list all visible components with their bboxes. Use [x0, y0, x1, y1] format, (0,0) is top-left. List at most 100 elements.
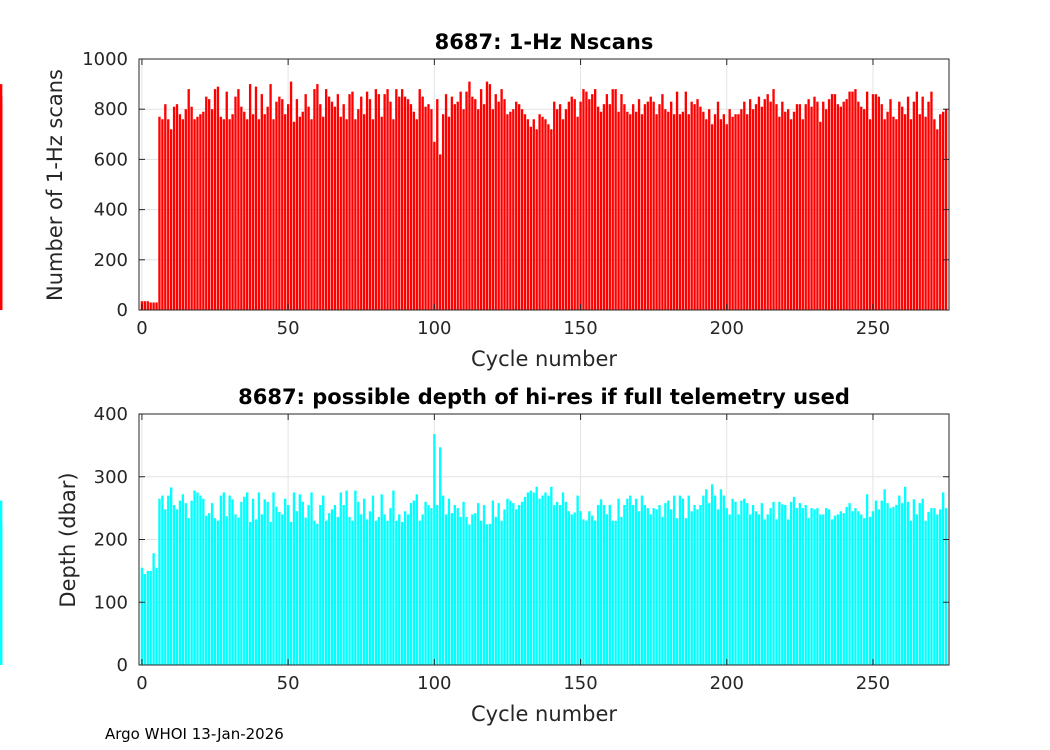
nscans-bar [801, 119, 804, 311]
depth-xtick-label: 200 [710, 673, 744, 694]
nscans-xtick-label: 150 [563, 318, 597, 339]
nscans-bar [877, 96, 880, 311]
nscans-bar [202, 111, 205, 311]
nscans-bar [497, 101, 500, 310]
depth-bar [205, 515, 208, 665]
nscans-bar [634, 111, 638, 311]
depth-bar [728, 514, 731, 665]
depth-bar [836, 514, 840, 665]
nscans-bar [664, 109, 667, 310]
depth-bar [553, 504, 556, 665]
depth-bar [234, 514, 237, 665]
depth-bar [237, 517, 240, 665]
depth-bar [301, 501, 304, 665]
nscans-bar [362, 114, 366, 310]
depth-bar [202, 498, 205, 665]
depth-bar [933, 508, 936, 665]
nscans-bar [690, 101, 693, 310]
depth-bar [895, 504, 898, 665]
nscans-bar [491, 109, 494, 310]
depth-bar [292, 492, 296, 665]
depth-bar [684, 518, 687, 665]
depth-bar [880, 500, 883, 665]
nscans-bar [424, 106, 427, 310]
depth-bar [892, 506, 895, 665]
depth-bar [491, 500, 494, 665]
nscans-bar [155, 302, 158, 310]
nscans-bar [386, 89, 389, 311]
nscans-bar [175, 104, 179, 311]
depth-bar [307, 504, 310, 665]
depth-bar [573, 512, 576, 665]
nscans-bar [555, 109, 559, 310]
depth-bar [181, 494, 185, 665]
depth-bar [158, 498, 161, 665]
nscans-bar [693, 104, 696, 311]
nscans-bar [538, 114, 541, 310]
nscans-bar [687, 114, 690, 310]
depth-bar [716, 509, 720, 665]
nscans-bar [281, 99, 284, 310]
nscans-bar [667, 111, 670, 311]
nscans-bar [930, 91, 933, 310]
nscans-bar [702, 111, 705, 311]
nscans-bar [441, 114, 445, 310]
depth-bar [757, 514, 761, 665]
depth-bar [295, 511, 299, 665]
nscans-bar [544, 119, 547, 311]
nscans-ytick-label: 400 [94, 200, 128, 221]
nscans-bar [746, 114, 749, 310]
depth-bar [248, 521, 252, 665]
depth-bar [775, 519, 778, 665]
depth-bar [901, 503, 904, 665]
nscans-bar [240, 106, 243, 310]
depth-bar [857, 511, 860, 665]
depth-bar [760, 503, 764, 665]
nscans-bar [602, 104, 606, 311]
depth-bar [146, 570, 149, 665]
nscans-bar [599, 111, 603, 311]
depth-bar [485, 524, 489, 665]
depth-xtick-label: 50 [277, 673, 300, 694]
depth-bar [822, 514, 825, 665]
depth-bar [743, 498, 746, 665]
nscans-bar [190, 106, 193, 310]
nscans-bar [643, 104, 647, 311]
nscans-bar [874, 94, 878, 310]
nscans-bar [208, 99, 211, 310]
depth-bar [860, 514, 863, 665]
nscans-bar [658, 104, 661, 311]
nscans-title: 8687: 1-Hz Nscans [435, 30, 654, 54]
nscans-bar [324, 89, 328, 311]
depth-bar [670, 509, 673, 665]
nscans-bar [517, 104, 521, 311]
nscans-bar [392, 119, 395, 311]
nscans-bar [231, 114, 234, 310]
nscans-bar [234, 96, 237, 311]
nscans-bar [895, 119, 898, 311]
depth-bar [734, 501, 737, 665]
nscans-bar [193, 119, 196, 311]
nscans-bar [775, 104, 778, 311]
nscans-bar [205, 96, 208, 311]
nscans-bar [418, 89, 421, 311]
nscans-bar [322, 116, 325, 310]
nscans-bar [365, 91, 369, 310]
depth-bar [921, 498, 924, 665]
nscans-bar [474, 99, 477, 310]
depth-bar [634, 498, 638, 665]
depth-bar [304, 517, 307, 665]
nscans-bar [477, 109, 480, 310]
nscans-bar [342, 104, 345, 311]
nscans-bar [816, 101, 819, 310]
nscans-bar [266, 106, 269, 310]
depth-bar [406, 514, 410, 665]
depth-bar [281, 514, 284, 665]
nscans-bar [450, 96, 454, 311]
depth-bar [450, 513, 454, 665]
depth-bar [424, 501, 427, 665]
nscans-bar [860, 106, 863, 310]
depth-bar [555, 501, 559, 665]
depth-bar [611, 520, 614, 665]
depth-bar [842, 513, 845, 665]
